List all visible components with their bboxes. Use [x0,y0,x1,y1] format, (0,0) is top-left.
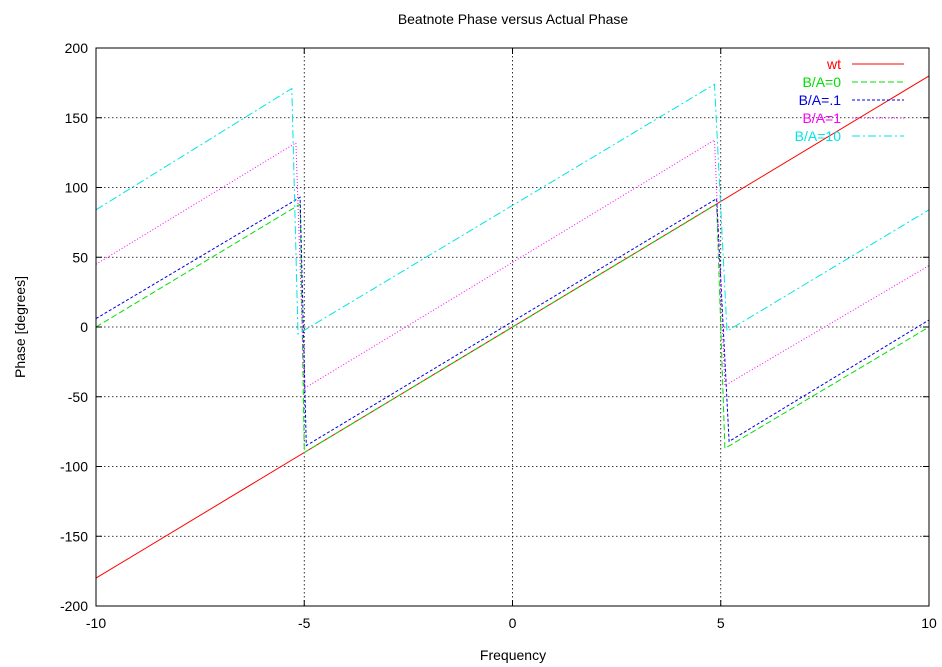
x-tick-label: 10 [921,615,937,631]
y-tick-label: 100 [65,180,89,196]
y-tick-label: -200 [60,598,88,614]
chart-title: Beatnote Phase versus Actual Phase [398,11,629,27]
legend-label-0: wt [826,56,841,72]
y-tick-label: 50 [72,249,88,265]
series-line-1 [95,203,930,454]
legend: wt B/A=0 B/A=.1 B/A=1 B/A=10 [795,56,904,144]
legend-label-1: B/A=0 [802,74,841,90]
x-axis-label: Frequency [480,647,546,663]
y-tick-label: 150 [65,110,89,126]
series-line-2 [95,196,930,447]
x-tick-label: 0 [509,615,517,631]
y-tick-label: -150 [60,528,88,544]
x-tick-label: 5 [717,615,725,631]
y-tick-label: -50 [68,389,88,405]
y-tick-label: 200 [65,40,89,56]
legend-label-2: B/A=.1 [799,92,842,108]
series-line-4 [95,83,930,335]
legend-label-3: B/A=1 [802,110,841,126]
y-tick-label: 0 [80,319,88,335]
y-axis-label: Phase [degrees] [12,276,28,378]
x-tick-label: -5 [298,615,311,631]
x-tick-label: -10 [86,615,106,631]
y-tick-label: -100 [60,459,88,475]
legend-label-4: B/A=10 [795,128,842,144]
plot-area [95,75,930,579]
